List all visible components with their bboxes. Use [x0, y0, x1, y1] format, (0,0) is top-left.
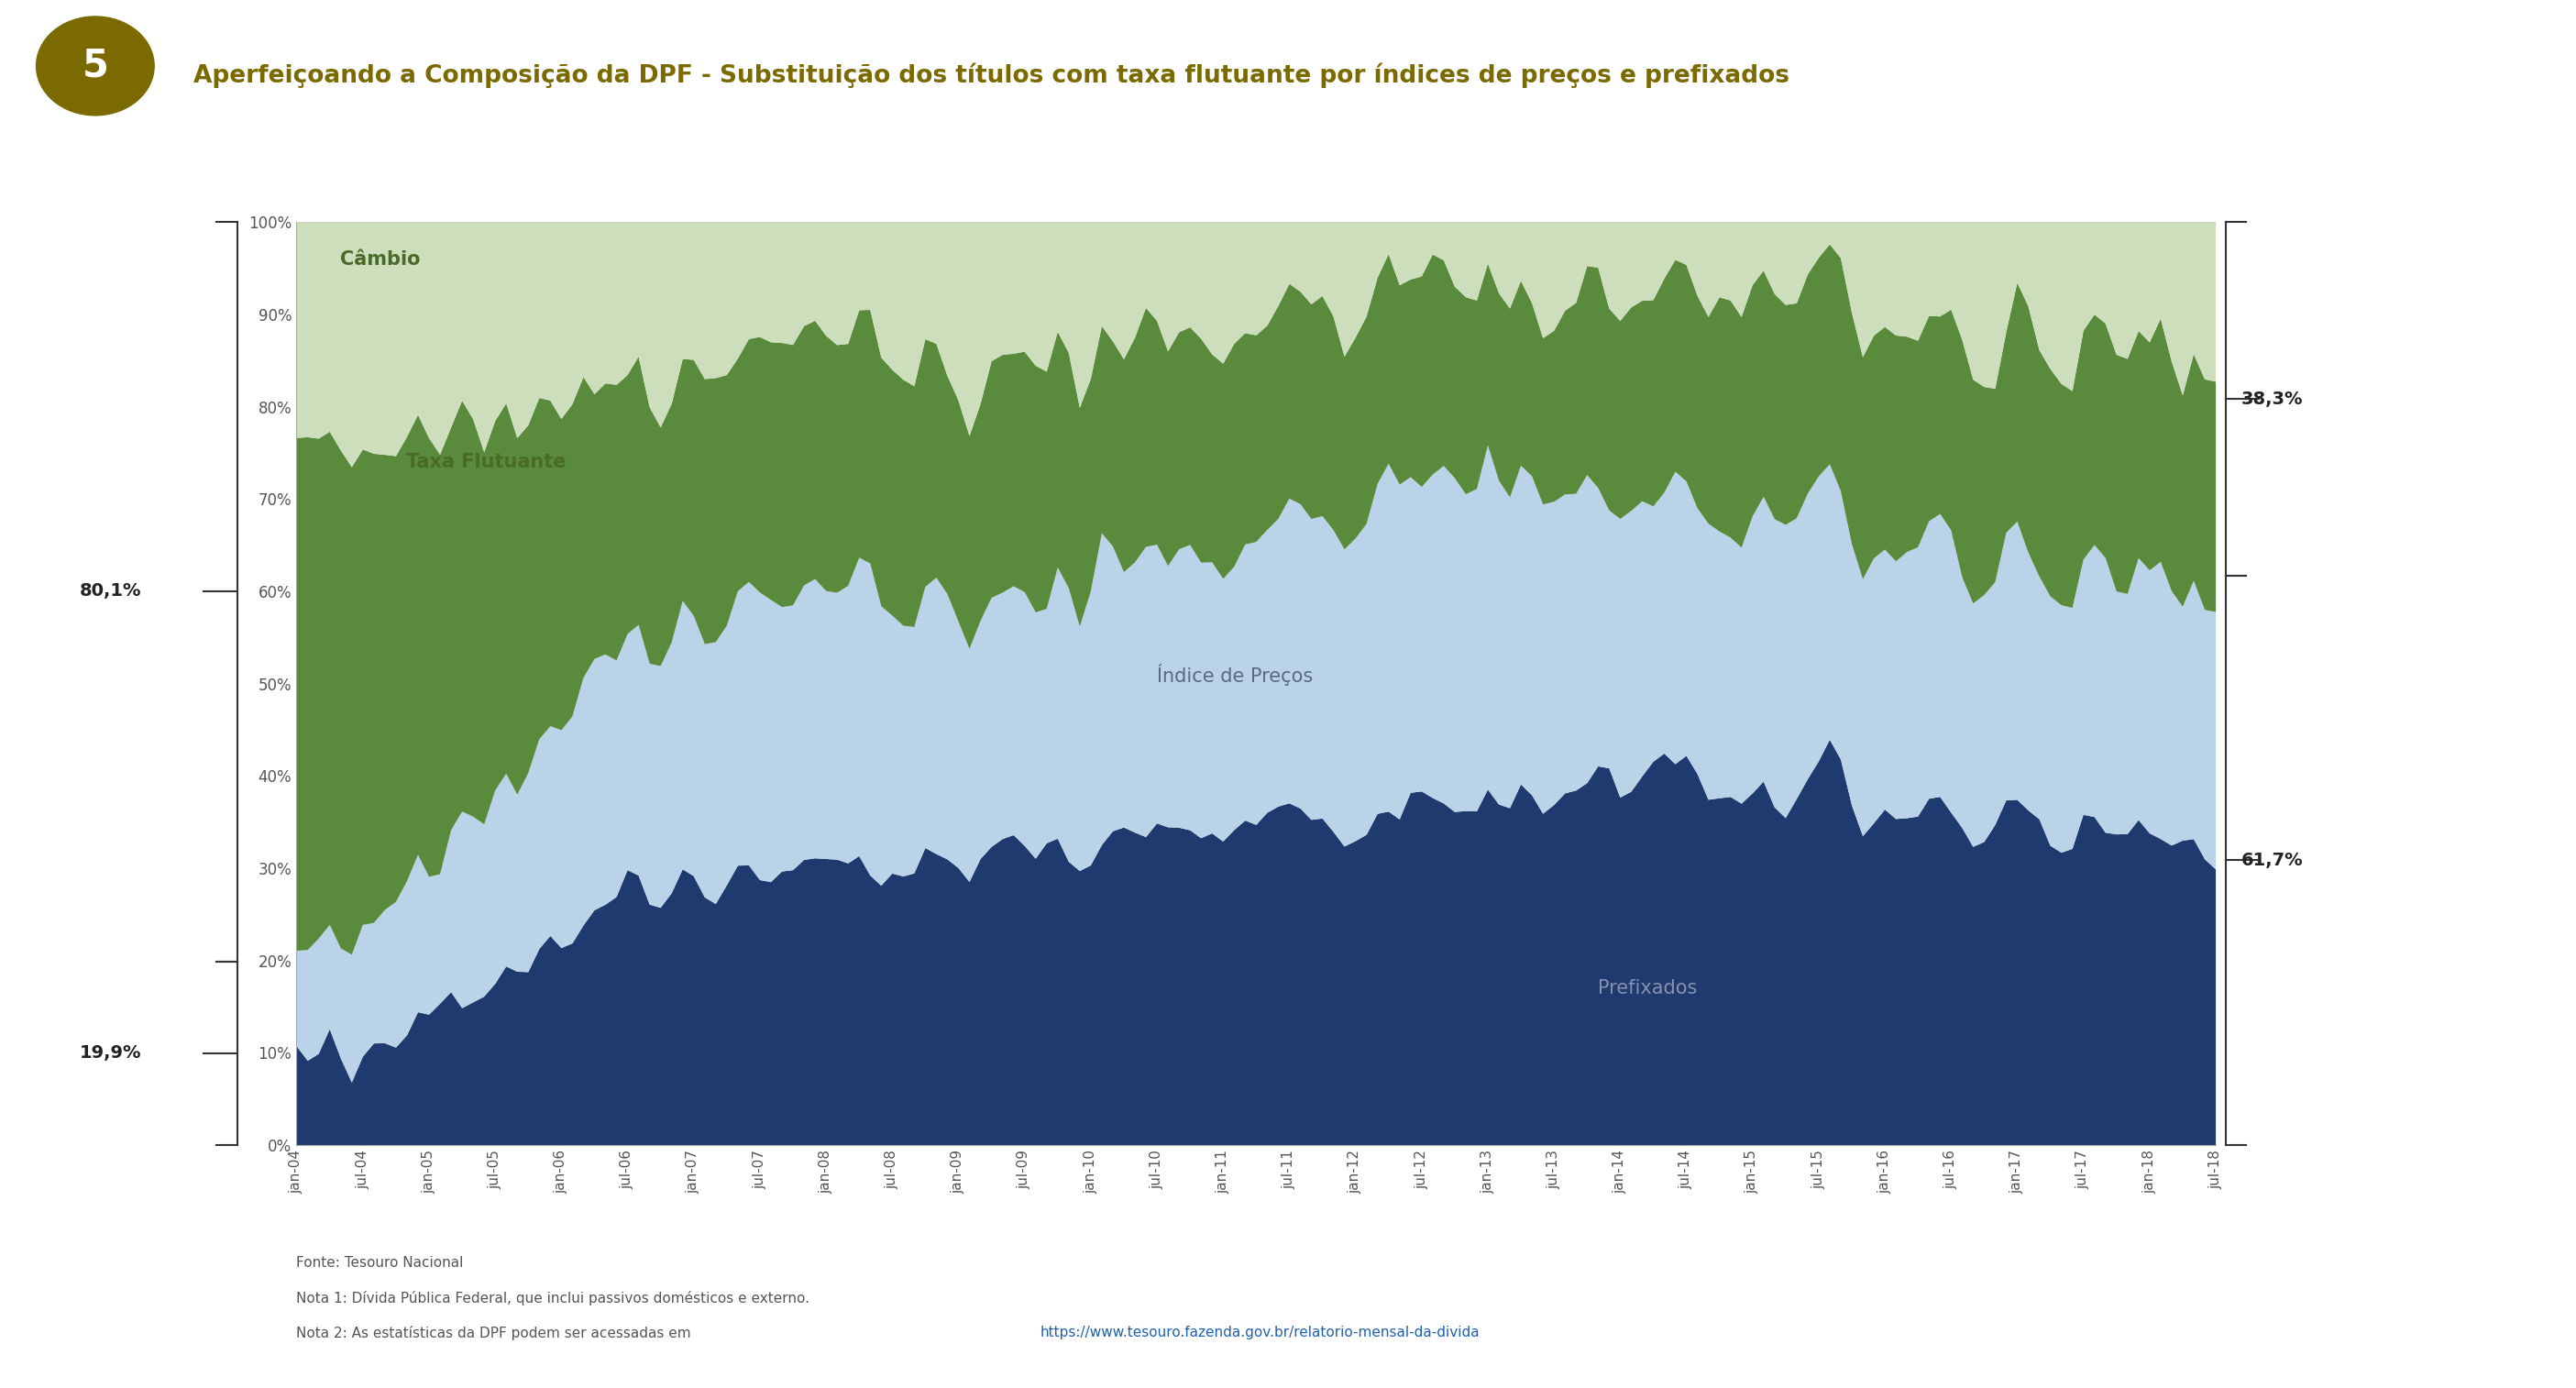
Text: Nota 1: Dívida Pública Federal, que inclui passivos domésticos e externo.: Nota 1: Dívida Pública Federal, que incl…	[296, 1291, 809, 1306]
Text: 61,7%: 61,7%	[2241, 852, 2303, 869]
Ellipse shape	[36, 17, 155, 115]
Text: 5: 5	[82, 47, 108, 85]
Text: 19,9%: 19,9%	[80, 1044, 142, 1062]
Text: 38,3%: 38,3%	[2241, 390, 2303, 408]
Text: Câmbio: Câmbio	[340, 250, 420, 268]
Text: Índice de Preços: Índice de Preços	[1157, 663, 1314, 686]
Text: Fonte: Tesouro Nacional: Fonte: Tesouro Nacional	[296, 1256, 464, 1270]
Text: Nota 2: As estatísticas da DPF podem ser acessadas em: Nota 2: As estatísticas da DPF podem ser…	[296, 1326, 696, 1341]
Text: https://www.tesouro.fazenda.gov.br/relatorio-mensal-da-divida: https://www.tesouro.fazenda.gov.br/relat…	[1041, 1326, 1481, 1339]
Text: 80,1%: 80,1%	[80, 583, 142, 600]
Text: Aperfeiçoando a Composição da DPF - Substituição dos títulos com taxa flutuante : Aperfeiçoando a Composição da DPF - Subs…	[193, 62, 1790, 87]
Text: Taxa Flutuante: Taxa Flutuante	[407, 452, 567, 472]
Text: Prefixados: Prefixados	[1597, 979, 1698, 998]
